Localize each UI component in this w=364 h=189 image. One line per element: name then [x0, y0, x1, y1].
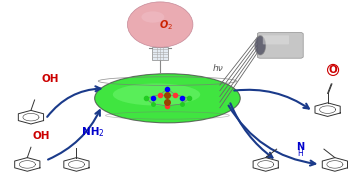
Ellipse shape — [95, 74, 240, 123]
Text: O: O — [329, 65, 337, 75]
Ellipse shape — [255, 36, 266, 55]
Ellipse shape — [113, 84, 200, 105]
Text: OH: OH — [42, 74, 59, 84]
Text: hν: hν — [213, 64, 224, 73]
Text: N: N — [296, 143, 304, 152]
Text: H: H — [297, 149, 303, 158]
Text: OH: OH — [33, 131, 50, 141]
Ellipse shape — [127, 2, 193, 47]
FancyBboxPatch shape — [152, 47, 168, 60]
Text: NH: NH — [82, 127, 99, 137]
Text: 2: 2 — [167, 24, 171, 30]
FancyBboxPatch shape — [257, 33, 303, 58]
Ellipse shape — [141, 11, 165, 23]
Text: 2: 2 — [98, 129, 103, 138]
Text: O: O — [160, 20, 168, 29]
FancyBboxPatch shape — [263, 35, 289, 44]
